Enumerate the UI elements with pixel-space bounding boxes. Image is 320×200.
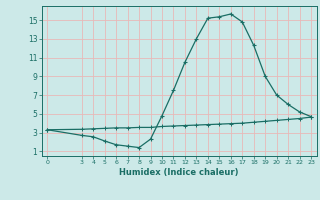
X-axis label: Humidex (Indice chaleur): Humidex (Indice chaleur) — [119, 168, 239, 177]
